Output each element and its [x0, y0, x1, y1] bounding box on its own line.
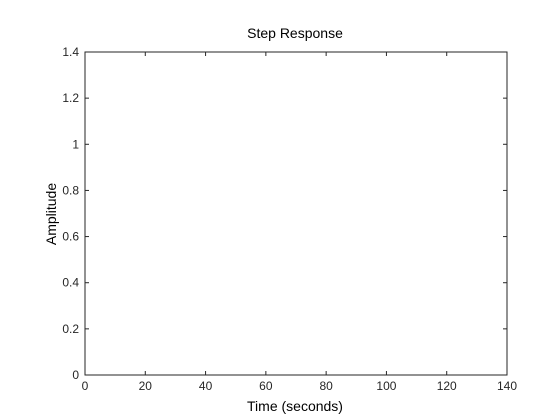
x-tick-label: 120: [437, 379, 457, 393]
x-tick-label: 80: [319, 379, 333, 393]
chart-title: Step Response: [247, 25, 343, 41]
y-tick-label: 0: [72, 368, 79, 382]
x-tick-label: 100: [376, 379, 396, 393]
tick-labels: 0 20 40 60 80 100 120 140 0 0.2 0.4 0.6 0.8 1 1.2 1.4: [62, 45, 517, 393]
y-axis-label: Amplitude: [43, 183, 59, 245]
x-tick-label: 0: [82, 379, 89, 393]
axes-box: [84, 51, 508, 376]
y-tick-label: 1.4: [62, 45, 79, 59]
y-tick-label: 1: [72, 137, 79, 151]
y-tick-label: 0.2: [62, 322, 79, 336]
x-tick-label: 40: [199, 379, 213, 393]
y-tick-label: 0.6: [62, 230, 79, 244]
y-tick-label: 1.2: [62, 91, 79, 105]
y-tick-label: 0.4: [62, 276, 79, 290]
x-axis-label: Time (seconds): [247, 398, 343, 414]
axes: [84, 51, 508, 376]
x-tick-label: 20: [139, 379, 153, 393]
x-tick-label: 140: [497, 379, 517, 393]
y-tick-label: 0.8: [62, 183, 79, 197]
x-tick-label: 60: [259, 379, 273, 393]
